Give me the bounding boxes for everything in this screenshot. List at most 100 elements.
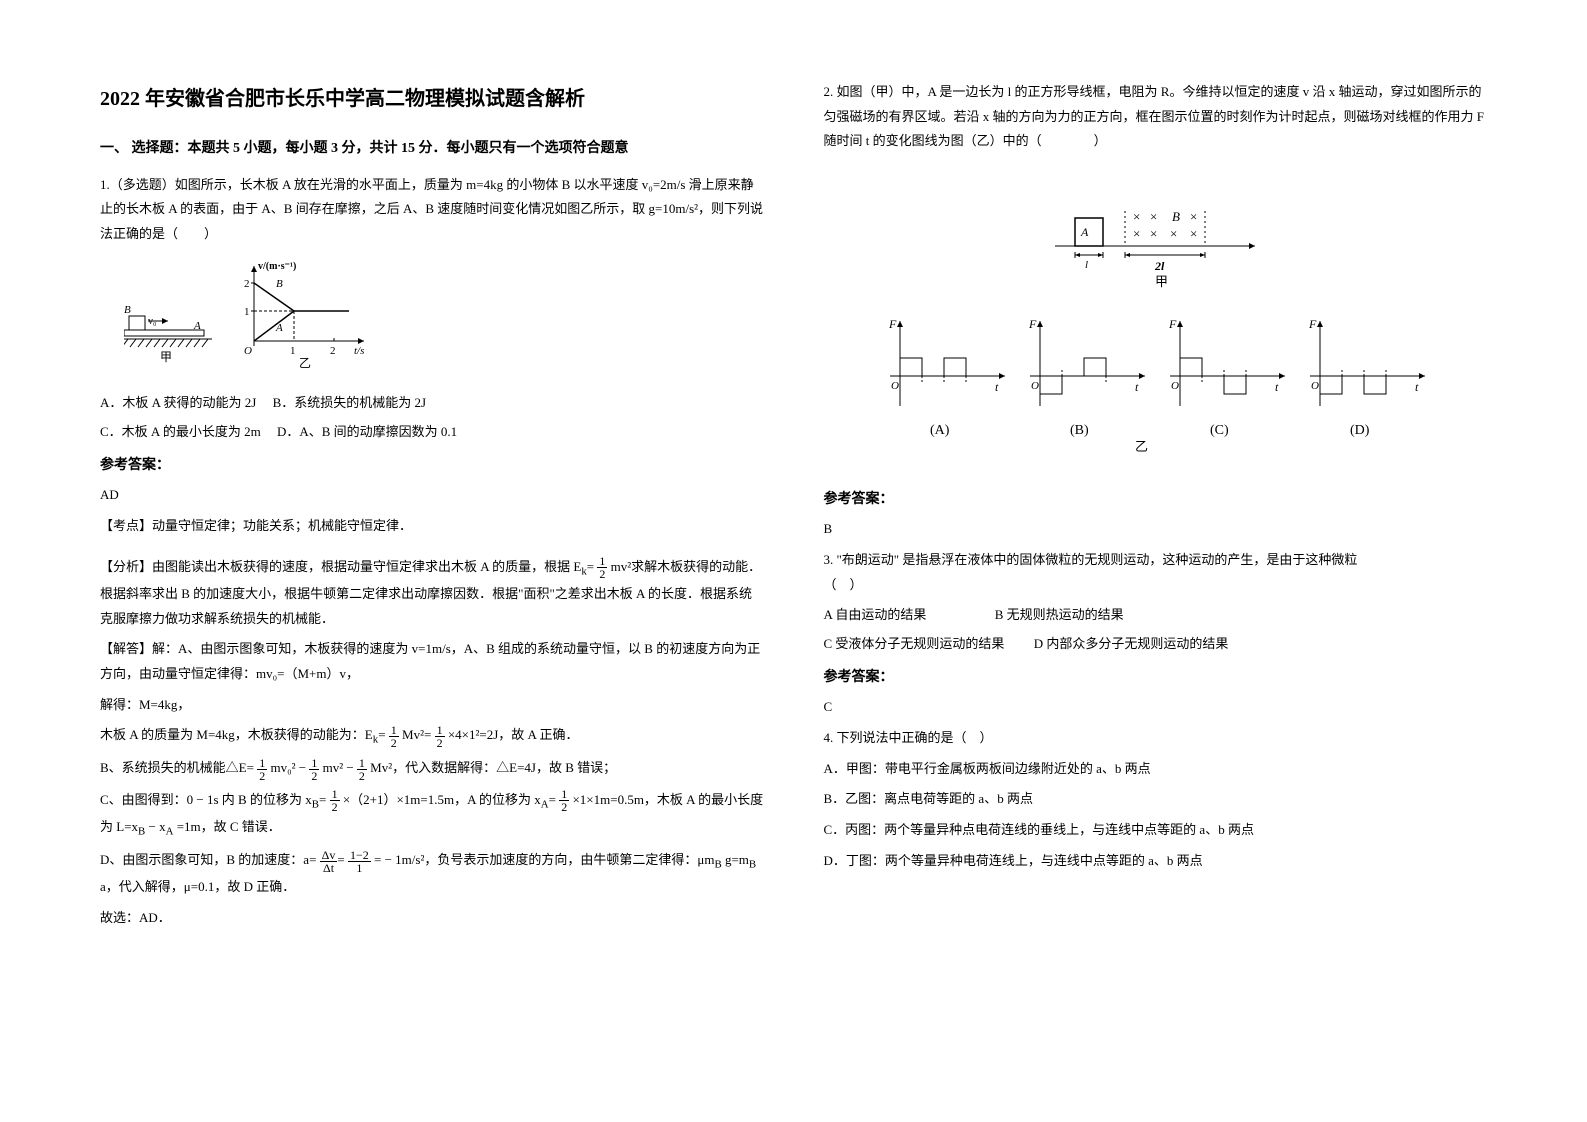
- d2-cap: 甲: [1155, 274, 1168, 289]
- f-d2: 2: [435, 737, 445, 749]
- q3-optB: B 无规则热运动的结果: [995, 607, 1124, 622]
- d2-lblB: (B): [1070, 423, 1089, 438]
- q1-answer: AD: [100, 483, 764, 508]
- page-title: 2022 年安徽省合肥市长乐中学高二物理模拟试题含解析: [100, 80, 764, 118]
- frac-d: 2: [597, 568, 607, 580]
- f4n2: 1: [309, 757, 319, 770]
- sub-B4: B: [749, 859, 756, 871]
- f4d3: 2: [357, 770, 367, 782]
- diag-cap: 乙: [299, 356, 311, 370]
- sub-B2: B: [138, 826, 145, 838]
- q2-stem: 2. 如图（甲）中，A 是一边长为 l 的正方形导线框，电阻为 R。今维持以恒定…: [824, 80, 1488, 154]
- q1-jieda3: 木板 A 的质量为 M=4kg，木板获得的动能为：Ek= 12 Mv²= 12 …: [100, 723, 764, 750]
- q1-jieda6d: a，代入解得，μ=0.1，故 D 正确．: [100, 879, 295, 894]
- q3-stem: 3. "布朗运动" 是指悬浮在液体中的固体微粒的无规则运动，这种运动的产生，是由…: [824, 548, 1488, 597]
- q4-optD: D．丁图：两个等量异种电荷连线上，与连线中点等距的 a、b 两点: [824, 849, 1488, 874]
- sub-A2: A: [166, 826, 174, 838]
- diag-vel-label: v/(m·s⁻¹): [258, 261, 296, 272]
- q1-jieda5a: C、由图得到：0 − 1s 内 B 的位移为 x: [100, 792, 312, 807]
- f4n3: 1: [357, 757, 367, 770]
- d2c-t: t: [1275, 380, 1279, 394]
- q1-jieda5d: − x: [149, 819, 166, 834]
- q2-answer-label: 参考答案：: [824, 487, 1488, 514]
- d2-x7: ×: [1190, 226, 1197, 241]
- q1-jieda1: 【解答】解：A、由图示图象可知，木板获得的速度为 v=1m/s，A、B 组成的系…: [100, 637, 764, 686]
- q1-optD: D．A、B 间的动摩擦因数为 0.1: [277, 424, 457, 439]
- q1-jieda4d: Mv²，代入数据解得：△E=4J，故 B 错误；: [370, 760, 616, 775]
- d2-x2: ×: [1150, 209, 1157, 224]
- f6n2: 1−2: [348, 849, 371, 862]
- q3-optA: A 自由运动的结果: [824, 607, 927, 622]
- diag-O: O: [244, 345, 252, 357]
- diag-left-cap: 甲: [160, 350, 172, 364]
- f-n2: 1: [435, 724, 445, 737]
- q1-jieda4a: B、系统损失的机械能△E=: [100, 760, 254, 775]
- q1-jieda4b: mv₀² −: [270, 760, 306, 775]
- d2-lblC: (C): [1210, 423, 1229, 438]
- f6n1: Δv: [320, 849, 338, 862]
- q3-opts-cd: C 受液体分子无规则运动的结果 D 内部众多分子无规则运动的结果: [824, 632, 1488, 657]
- d2-A: A: [1080, 225, 1089, 239]
- sub-B: B: [312, 799, 319, 811]
- q4-stem: 4. 下列说法中正确的是（ ）: [824, 726, 1488, 751]
- f5d2: 2: [559, 801, 569, 813]
- f6d1: Δt: [320, 862, 338, 874]
- q3-answer-label: 参考答案：: [824, 665, 1488, 692]
- f-d: 2: [389, 737, 399, 749]
- f-n: 1: [389, 724, 399, 737]
- d2a-O: O: [891, 380, 899, 392]
- q1-stem: 1.（多选题）如图所示，长木板 A 放在光滑的水平面上，质量为 m=4kg 的小…: [100, 173, 764, 247]
- diag-x2: 2: [330, 345, 336, 357]
- diag-y2: 2: [244, 278, 250, 290]
- q1-options: A．木板 A 获得的动能为 2J B．系统损失的机械能为 2J: [100, 391, 764, 416]
- f4d2: 2: [309, 770, 319, 782]
- q1-options-2: C．木板 A 的最小长度为 2m D．A、B 间的动摩擦因数为 0.1: [100, 420, 764, 445]
- diag-left-B: B: [124, 304, 131, 316]
- q4-optC: C．丙图：两个等量异种点电荷连线的垂线上，与连线中点等距的 a、b 两点: [824, 818, 1488, 843]
- q1-jieda6: D、由图示图象可知，B 的加速度：a= ΔvΔt= 1−21 = − 1m/s²…: [100, 848, 764, 900]
- f4d1: 2: [257, 770, 267, 782]
- d2d-O: O: [1311, 380, 1319, 392]
- q1-jieda6c: g=m: [725, 852, 749, 867]
- d2a-t: t: [995, 380, 999, 394]
- d2-x3: ×: [1190, 209, 1197, 224]
- q1-jieda5e: =1m，故 C 错误．: [177, 819, 281, 834]
- d2c-F: F: [1168, 317, 1177, 331]
- q2-diagram: A × × B × × × × ×: [824, 166, 1488, 475]
- diag-left-A: A: [193, 320, 201, 332]
- f6d2: 1: [348, 862, 371, 874]
- q4-optB: B．乙图：离点电荷等距的 a、b 两点: [824, 787, 1488, 812]
- d2a-F: F: [888, 317, 897, 331]
- q1-optC: C．木板 A 的最小长度为 2m: [100, 424, 261, 439]
- q1-jieda5: C、由图得到：0 − 1s 内 B 的位移为 xB= 12 ×（2+1）×1m=…: [100, 788, 764, 842]
- d2-cap2: 乙: [1135, 439, 1148, 454]
- diag-A: A: [275, 322, 283, 334]
- q2-answer: B: [824, 517, 1488, 542]
- diag-x1: 1: [290, 345, 296, 357]
- q1-jieda3a: 木板 A 的质量为 M=4kg，木板获得的动能为：E: [100, 727, 373, 742]
- d2-x6: ×: [1170, 226, 1177, 241]
- left-column: 2022 年安徽省合肥市长乐中学高二物理模拟试题含解析 一、 选择题：本题共 5…: [100, 80, 764, 937]
- d2-x4: ×: [1133, 226, 1140, 241]
- d2-lblA: (A): [930, 423, 950, 438]
- q1-jieda5b: ×（2+1）×1m=1.5m，A 的位移为 x: [343, 792, 541, 807]
- q1-answer-label: 参考答案：: [100, 453, 764, 480]
- q3-answer: C: [824, 695, 1488, 720]
- d2b-t: t: [1135, 380, 1139, 394]
- q3-optD: D 内部众多分子无规则运动的结果: [1034, 636, 1229, 651]
- q1-jieda3b: Mv²=: [402, 727, 431, 742]
- sub-B3: B: [714, 859, 721, 871]
- sub-k2: k: [373, 734, 378, 746]
- q1-optB: B．系统损失的机械能为 2J: [273, 395, 426, 410]
- d2-B: B: [1172, 209, 1180, 224]
- q1-jieda4c: mv² −: [323, 760, 354, 775]
- q1-diagram: B v₀ A 甲: [124, 261, 384, 371]
- q1-jieda7: 故选：AD．: [100, 906, 764, 931]
- q3-opts-ab: A 自由运动的结果 B 无规则热运动的结果: [824, 603, 1488, 628]
- f5d1: 2: [330, 801, 340, 813]
- q1-jieda6a: D、由图示图象可知，B 的加速度：a=: [100, 852, 316, 867]
- q1-optA: A．木板 A 获得的动能为 2J: [100, 395, 256, 410]
- d2b-F: F: [1028, 317, 1037, 331]
- q3-optC: C 受液体分子无规则运动的结果: [824, 636, 1005, 651]
- sub-A: A: [541, 799, 549, 811]
